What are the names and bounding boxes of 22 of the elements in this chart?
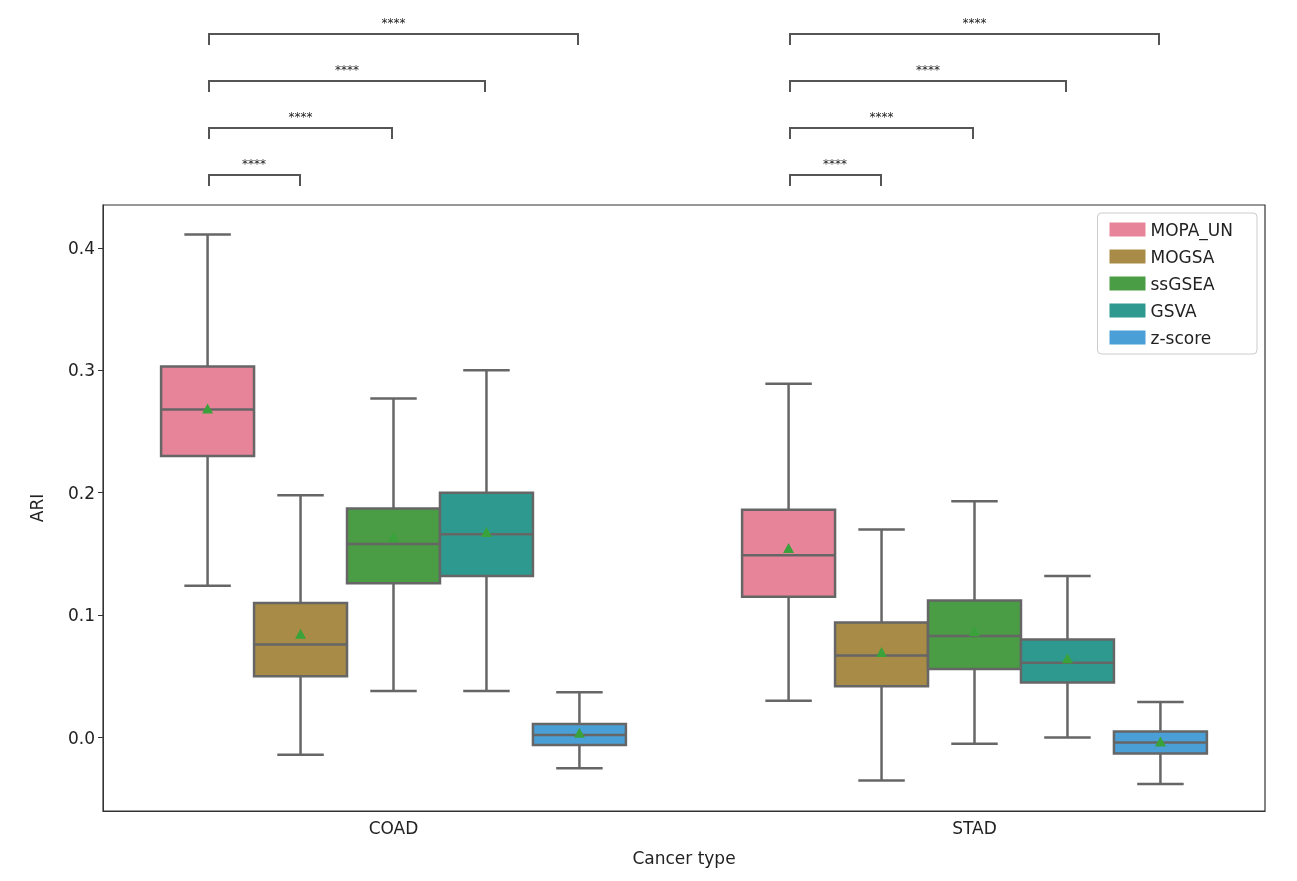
text: **** <box>288 110 313 124</box>
y-tick-label: 0.2 <box>67 482 95 503</box>
text: **** <box>916 63 941 77</box>
y-tick-label: 0.3 <box>67 360 95 381</box>
x-axis-title: Cancer type <box>632 847 736 868</box>
y-tick-label: 0.4 <box>67 237 95 258</box>
x-tick-label: STAD <box>952 817 997 838</box>
y-tick-label: 0.1 <box>67 605 95 626</box>
text: **** <box>869 110 894 124</box>
x-tick-label: COAD <box>368 817 419 838</box>
text: **** <box>381 16 406 30</box>
legend-label: MOPA_UN <box>1150 219 1234 241</box>
text: **** <box>335 63 360 77</box>
text: **** <box>242 157 267 171</box>
y-tick-label: 0.0 <box>67 727 95 748</box>
legend-label: ssGSEA <box>1150 273 1215 294</box>
legend-label: z-score <box>1150 327 1212 348</box>
legend-label: MOGSA <box>1150 246 1215 267</box>
legend-label: GSVA <box>1150 300 1197 321</box>
text: **** <box>962 16 987 30</box>
text: **** <box>823 157 848 171</box>
y-axis-title: ARI <box>26 493 47 523</box>
